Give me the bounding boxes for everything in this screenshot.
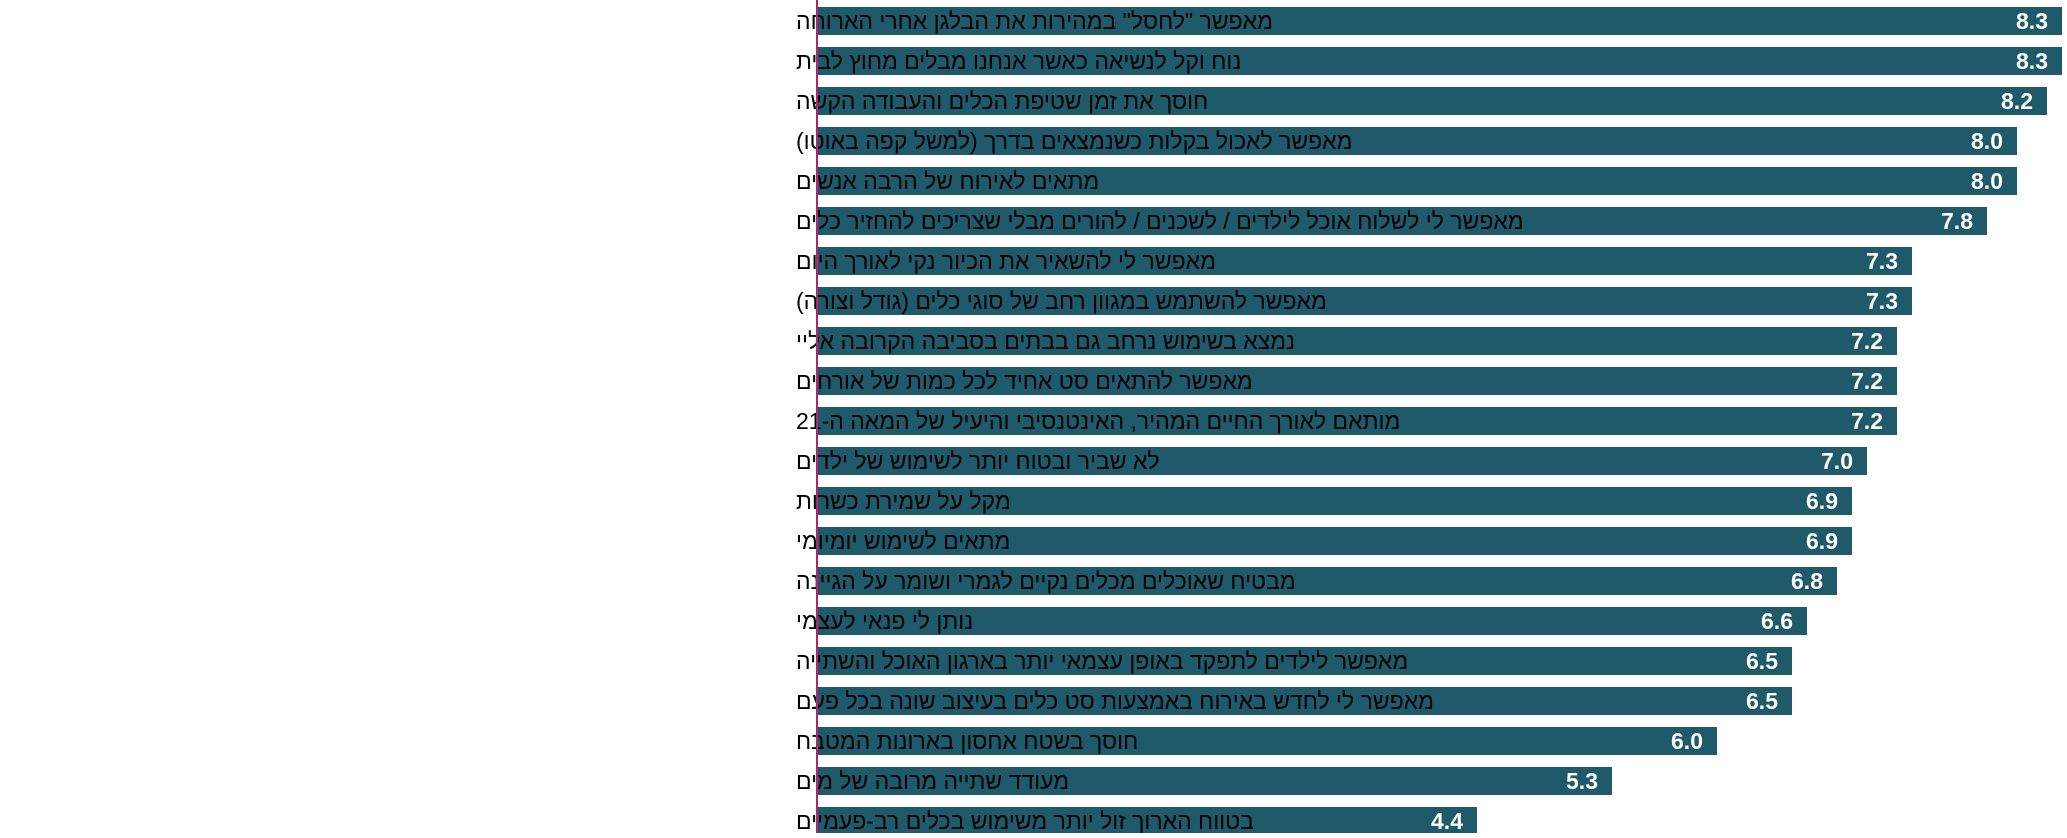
category-label: מותאם לאורך החיים המהיר, האינטנסיבי והיע…: [796, 408, 1400, 434]
bar: [817, 287, 1912, 315]
bar: [817, 447, 1867, 475]
category-label: מעודד שתייה מרובה של מים: [796, 768, 1069, 794]
bar: [817, 687, 1792, 715]
value-label: 7.3: [1866, 248, 1898, 274]
bar: [817, 527, 1852, 555]
value-label: 8.0: [1971, 168, 2003, 194]
value-label: 6.0: [1671, 728, 1703, 754]
category-label: נותן לי פנאי לעצמי: [796, 608, 973, 634]
bar: [817, 87, 2047, 115]
value-label: 6.6: [1761, 608, 1793, 634]
category-label: מאפשר להתאים סט אחיד לכל כמות של אורחים: [796, 368, 1253, 394]
category-label: מאפשר "לחסל" במהירות את הבלגן אחרי הארוח…: [796, 8, 1273, 34]
category-label: חוסך בשטח אחסון בארונות המטבח: [796, 728, 1138, 754]
bar: [817, 167, 2017, 195]
value-label: 8.2: [2001, 88, 2033, 114]
bar: [817, 247, 1912, 275]
value-label: 6.9: [1806, 528, 1838, 554]
category-label: מאפשר לילדים לתפקד באופן עצמאי יותר בארג…: [796, 648, 1408, 674]
category-label: לא שביר ובטוח יותר לשימוש של ילדים: [796, 448, 1160, 474]
bar: [817, 807, 1477, 835]
category-label: מבטיח שאוכלים מכלים נקיים לגמרי ושומר על…: [796, 568, 1296, 594]
value-label: 7.0: [1821, 448, 1853, 474]
category-label: בטווח הארוך זול יותר משימוש בכלים רב-פעמ…: [796, 808, 1254, 833]
value-label: 4.4: [1431, 808, 1463, 833]
value-label: 6.5: [1746, 648, 1778, 674]
bar: [817, 327, 1897, 355]
category-label: מאפשר לאכול בקלות כשנמצאים בדרך (למשל קפ…: [796, 128, 1352, 154]
category-label: נמצא בשימוש נרחב גם בבתים בסביבה הקרובה …: [796, 328, 1295, 354]
bar: [817, 7, 2062, 35]
value-label: 5.3: [1566, 768, 1598, 794]
bar: [817, 727, 1717, 755]
bar: [817, 607, 1807, 635]
bar: [817, 207, 1987, 235]
value-label: 7.2: [1851, 368, 1883, 394]
value-label: 7.2: [1851, 328, 1883, 354]
bar: [817, 47, 2062, 75]
category-label: מאפשר לי לחדש באירוח באמצעות סט כלים בעי…: [796, 688, 1434, 714]
category-label: מתאים לשימוש יומיומי: [796, 528, 1010, 554]
value-label: 8.0: [1971, 128, 2003, 154]
category-label: מקל על שמירת כשרות: [796, 488, 1011, 514]
category-label: חוסך את זמן שטיפת הכלים והעבודה הקשה: [796, 88, 1208, 114]
value-label: 8.3: [2016, 8, 2048, 34]
category-label: נוח וקל לנשיאה כאשר אנחנו מבלים מחוץ לבי…: [796, 48, 1241, 74]
value-label: 7.3: [1866, 288, 1898, 314]
category-label: מתאים לאירוח של הרבה אנשים: [796, 168, 1099, 194]
category-label: מאפשר לי להשאיר את הכיור נקי לאורך היום: [796, 248, 1216, 274]
bar: [817, 407, 1897, 435]
category-label: מאפשר להשתמש במגוון רחב של סוגי כלים (גו…: [796, 288, 1327, 314]
bar: [817, 567, 1837, 595]
bar: [817, 647, 1792, 675]
category-labels-layer: מאפשר "לחסל" במהירות את הבלגן אחרי הארוח…: [796, 8, 1524, 834]
bar: [817, 367, 1897, 395]
value-label: 8.3: [2016, 48, 2048, 74]
value-labels-layer: 8.3 8.3 8.2 8.0 8.0 7.8 7.3 7.3 7.2 7.2 7.2 7.0 6.9 6…: [1431, 8, 2048, 834]
value-label: 6.9: [1806, 488, 1838, 514]
bar: [817, 487, 1852, 515]
bar: [817, 127, 2017, 155]
value-label: 6.8: [1791, 568, 1823, 594]
bar: [817, 767, 1612, 795]
bars-layer: [817, 7, 2062, 835]
category-label: מאפשר לי לשלוח אוכל לילדים / לשכנים / לה…: [796, 208, 1524, 234]
value-label: 7.2: [1851, 408, 1883, 434]
value-label: 6.5: [1746, 688, 1778, 714]
value-label: 7.8: [1941, 208, 1973, 234]
